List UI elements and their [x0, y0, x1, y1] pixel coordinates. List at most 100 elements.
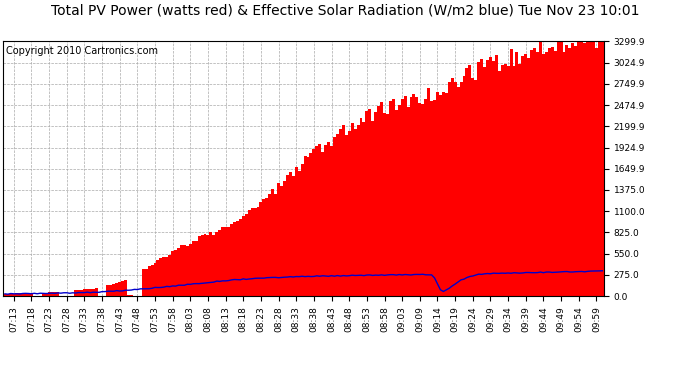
Bar	[227, 227, 230, 296]
Bar	[27, 293, 30, 296]
Bar	[297, 171, 301, 296]
Bar	[422, 104, 424, 296]
Bar	[292, 176, 295, 296]
Bar	[213, 235, 215, 296]
Bar	[351, 123, 353, 296]
Bar	[598, 41, 601, 296]
Bar	[533, 48, 536, 296]
Bar	[313, 149, 315, 296]
Bar	[218, 230, 221, 296]
Bar	[510, 49, 513, 296]
Bar	[254, 208, 257, 296]
Bar	[474, 80, 477, 296]
Bar	[406, 107, 410, 296]
Bar	[318, 144, 322, 296]
Bar	[18, 293, 21, 296]
Bar	[280, 186, 283, 296]
Bar	[50, 292, 54, 296]
Bar	[466, 68, 469, 296]
Bar	[469, 65, 471, 296]
Bar	[330, 146, 333, 296]
Bar	[374, 112, 377, 296]
Bar	[166, 256, 168, 296]
Bar	[380, 102, 383, 296]
Bar	[445, 93, 448, 296]
Bar	[527, 58, 530, 296]
Bar	[551, 47, 553, 296]
Bar	[277, 183, 280, 296]
Bar	[41, 293, 45, 296]
Bar	[86, 289, 89, 296]
Bar	[112, 284, 115, 296]
Bar	[353, 129, 357, 296]
Bar	[310, 153, 313, 296]
Bar	[141, 269, 145, 296]
Bar	[433, 100, 436, 296]
Bar	[518, 63, 522, 296]
Bar	[583, 42, 586, 296]
Bar	[268, 194, 271, 296]
Bar	[257, 207, 259, 296]
Bar	[471, 78, 474, 296]
Bar	[195, 241, 197, 296]
Bar	[118, 282, 121, 296]
Bar	[24, 293, 27, 296]
Bar	[357, 125, 359, 296]
Bar	[542, 54, 545, 296]
Bar	[315, 146, 318, 296]
Bar	[392, 99, 395, 296]
Bar	[359, 118, 362, 296]
Bar	[601, 41, 604, 296]
Bar	[241, 216, 245, 296]
Bar	[224, 227, 227, 296]
Bar	[89, 289, 92, 296]
Bar	[324, 145, 327, 296]
Bar	[397, 105, 401, 296]
Bar	[483, 68, 486, 296]
Bar	[439, 95, 442, 296]
Bar	[230, 224, 233, 296]
Bar	[524, 54, 527, 296]
Bar	[30, 293, 33, 296]
Bar	[513, 66, 515, 296]
Bar	[259, 202, 262, 296]
Bar	[180, 245, 183, 296]
Bar	[557, 41, 560, 296]
Bar	[286, 175, 289, 296]
Bar	[368, 109, 371, 296]
Bar	[536, 52, 539, 296]
Bar	[77, 290, 80, 296]
Bar	[457, 87, 460, 296]
Bar	[153, 262, 157, 296]
Bar	[95, 288, 97, 296]
Bar	[197, 236, 201, 296]
Bar	[497, 71, 501, 296]
Bar	[401, 99, 404, 296]
Bar	[436, 92, 439, 296]
Bar	[504, 64, 506, 296]
Bar	[250, 208, 254, 296]
Bar	[127, 295, 130, 296]
Bar	[548, 48, 551, 296]
Bar	[410, 97, 413, 296]
Bar	[186, 246, 189, 296]
Bar	[148, 266, 150, 296]
Bar	[48, 292, 50, 296]
Bar	[477, 62, 480, 296]
Bar	[415, 97, 418, 296]
Bar	[462, 76, 466, 296]
Bar	[83, 290, 86, 296]
Bar	[460, 82, 462, 296]
Bar	[389, 101, 392, 296]
Bar	[245, 214, 248, 296]
Bar	[248, 210, 250, 296]
Bar	[383, 113, 386, 296]
Bar	[177, 248, 180, 296]
Text: Copyright 2010 Cartronics.com: Copyright 2010 Cartronics.com	[6, 46, 159, 56]
Bar	[578, 41, 580, 296]
Bar	[54, 292, 57, 296]
Bar	[192, 241, 195, 296]
Bar	[492, 61, 495, 296]
Bar	[574, 46, 578, 296]
Bar	[333, 137, 336, 296]
